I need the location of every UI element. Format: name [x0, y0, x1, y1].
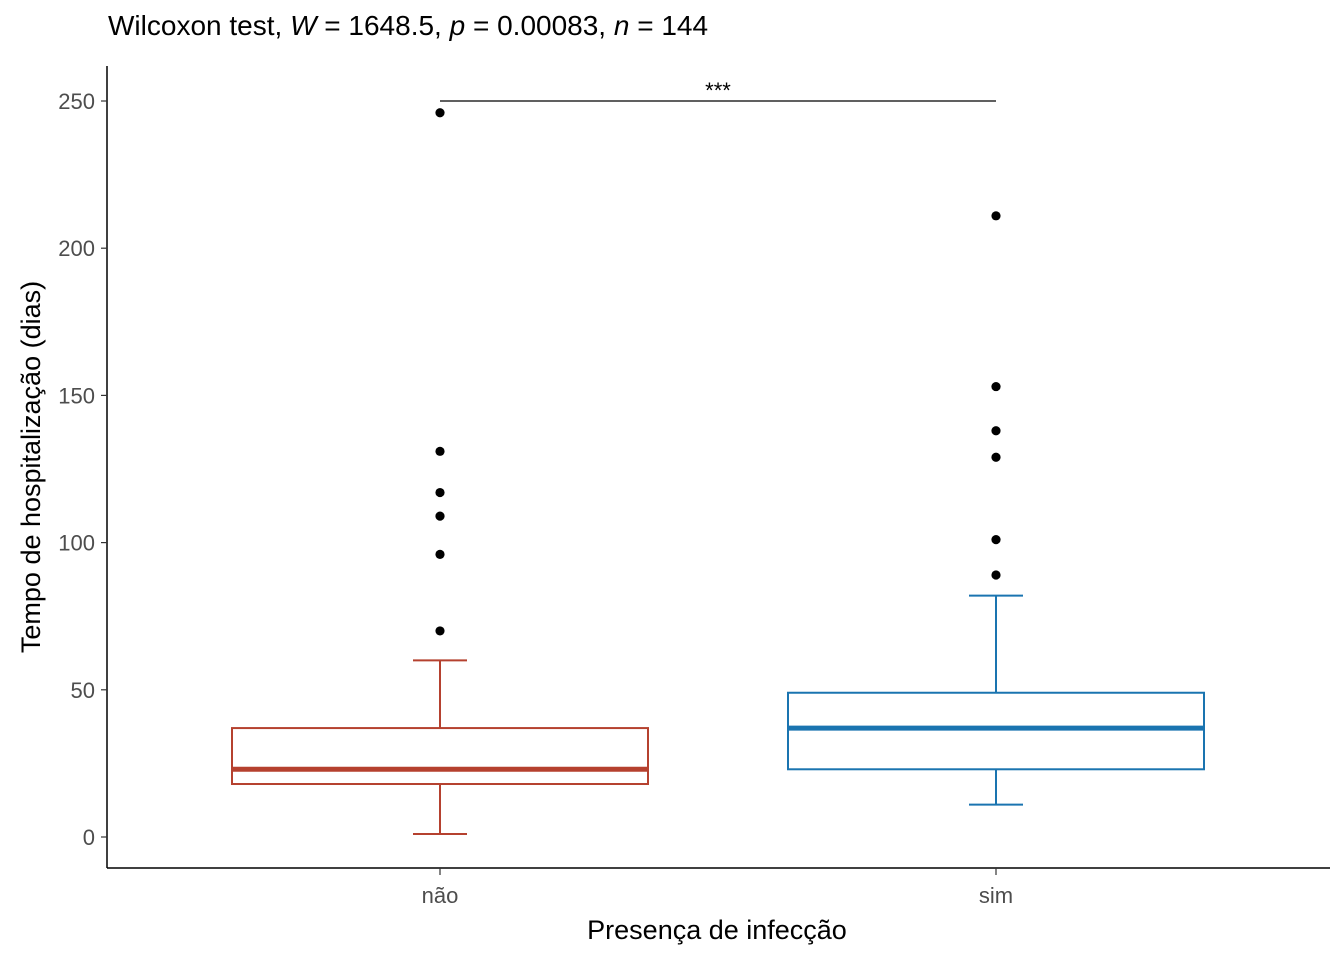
box-sim	[787, 211, 1205, 806]
x-tick-label: sim	[979, 883, 1013, 908]
y-tick-label: 50	[71, 678, 95, 703]
outlier-point	[435, 108, 445, 118]
y-tick-label: 100	[58, 531, 95, 556]
outlier-point	[435, 549, 445, 559]
outlier-point	[991, 535, 1001, 545]
y-tick-label: 0	[83, 825, 95, 850]
outlier-point	[991, 211, 1001, 221]
y-axis-title: Tempo de hospitalização (dias)	[16, 281, 46, 653]
y-tick-label: 200	[58, 236, 95, 261]
iqr-box	[231, 727, 649, 786]
outlier-point	[991, 570, 1001, 580]
x-axis-title: Presença de infecção	[587, 915, 847, 945]
x-tick-label: não	[422, 883, 459, 908]
outlier-point	[435, 511, 445, 521]
outlier-point	[435, 446, 445, 456]
significance-annotation: ***	[440, 78, 996, 103]
outlier-point	[435, 626, 445, 636]
outlier-point	[991, 452, 1001, 462]
outlier-point	[991, 426, 1001, 436]
y-tick-label: 150	[58, 383, 95, 408]
outlier-point	[435, 487, 445, 498]
outlier-point	[991, 381, 1001, 392]
significance-label: ***	[705, 78, 731, 103]
boxes	[231, 108, 1205, 836]
axes: 0 50 100 150 200 250 não sim	[58, 66, 1330, 908]
y-tick-label: 250	[58, 89, 95, 114]
iqr-box	[787, 691, 1205, 771]
box-não	[231, 108, 649, 836]
chart-title: Wilcoxon test, W = 1648.5, p = 0.00083, …	[108, 10, 709, 41]
